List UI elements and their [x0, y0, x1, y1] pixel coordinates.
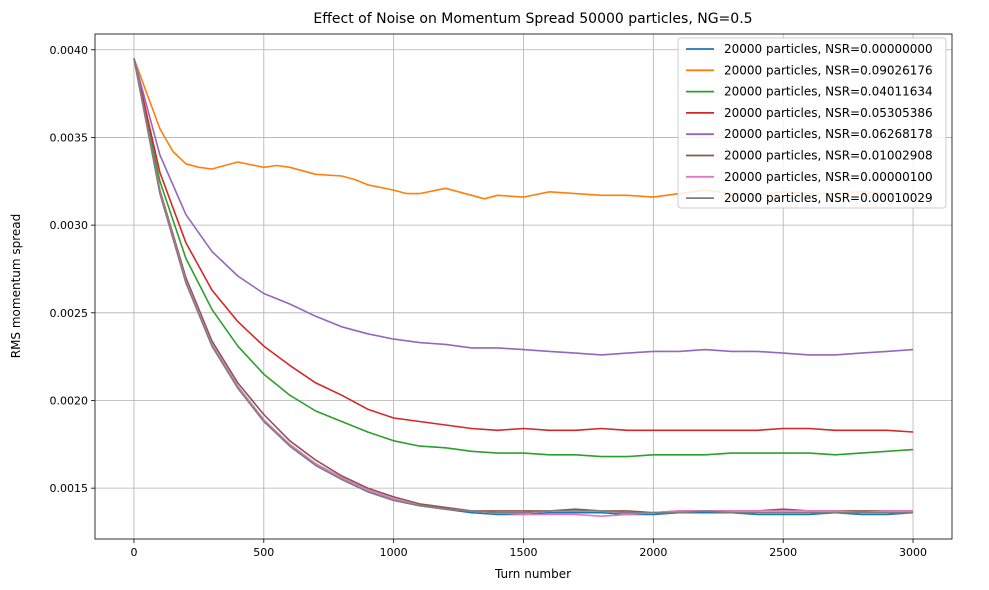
x-tick-label: 2000	[639, 546, 667, 559]
legend-box	[677, 37, 947, 209]
y-tick-label: 0.0015	[50, 482, 89, 495]
series-line-7	[133, 58, 913, 518]
x-tick-label: 2500	[769, 546, 797, 559]
series-line-3	[133, 58, 914, 458]
y-tick-label: 0.0035	[50, 131, 89, 144]
series-line-6	[133, 58, 913, 514]
legend-label: 20000 particles, NSR=0.00000100	[724, 170, 933, 184]
x-tick-label: 1500	[510, 546, 538, 559]
x-axis-label: Turn number	[494, 567, 571, 581]
y-tick-label: 0.0040	[50, 44, 89, 57]
x-tick-label: 500	[253, 546, 274, 559]
legend-label: 20000 particles, NSR=0.00010029	[724, 191, 933, 205]
chart-title: Effect of Noise on Momentum Spread 50000…	[313, 11, 752, 27]
x-tick-label: 0	[130, 546, 137, 559]
y-tick-label: 0.0025	[50, 307, 89, 320]
series-lines	[133, 58, 914, 518]
axis-ticks: 0 500 1000 1500 2000 2500 3000 0.0015 0.0020 0.00…	[50, 44, 928, 559]
legend-label: 20000 particles, NSR=0.04011634	[724, 85, 933, 99]
legend-label: 20000 particles, NSR=0.05305386	[724, 106, 933, 120]
grid	[95, 34, 952, 539]
series-line-4	[133, 58, 914, 433]
series-line-5	[133, 58, 914, 356]
legend-label: 20000 particles, NSR=0.09026176	[724, 63, 933, 77]
x-tick-label: 1000	[380, 546, 408, 559]
legend-label: 20000 particles, NSR=0.06268178	[724, 127, 933, 141]
legend-label: 20000 particles, NSR=0.01002908	[724, 149, 933, 163]
legend-label: 20000 particles, NSR=0.00000000	[724, 42, 933, 56]
x-tick-label: 3000	[899, 546, 927, 559]
legend: 20000 particles, NSR=0.00000000 20000 par…	[677, 37, 947, 209]
y-axis-label: RMS momentum spread	[9, 214, 23, 359]
series-line-8	[133, 58, 913, 514]
y-tick-label: 0.0020	[50, 394, 89, 407]
y-tick-label: 0.0030	[50, 219, 89, 232]
